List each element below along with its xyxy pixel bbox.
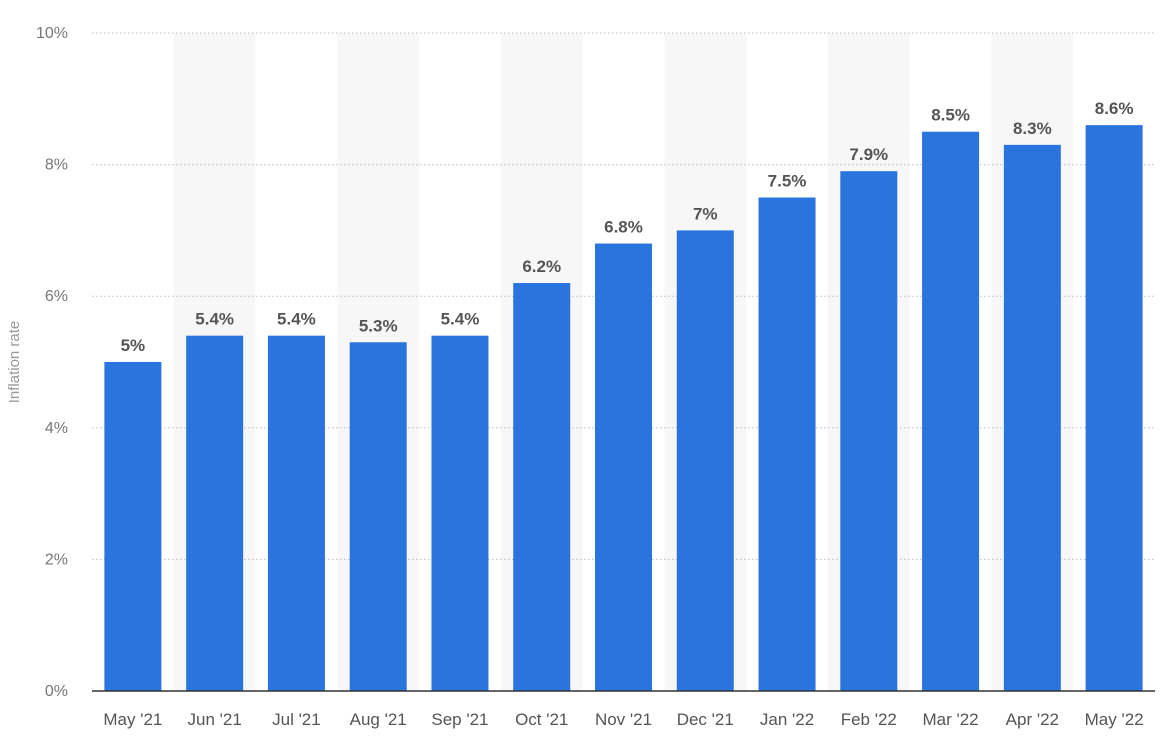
bar-data-label: 5.3% [359,316,398,335]
bar[interactable] [922,131,980,691]
bar-data-label: 5.4% [441,310,480,329]
y-tick-label: 8% [45,157,68,174]
bar[interactable] [513,283,571,691]
bar[interactable] [1085,125,1143,692]
bar-data-label: 8.6% [1095,99,1134,118]
bar-data-label: 7% [693,204,718,223]
x-tick-label: Nov '21 [595,710,652,729]
bar-data-label: 5.4% [277,310,316,329]
bar-data-labels: 5% 5.4% 5.4% 5.3% 5.4% 6.2% 6.8% 7% 7.5% 7.9% 8.5%… [121,99,1134,355]
x-tick-label: Oct '21 [515,710,568,729]
x-tick-label: Jan '22 [760,710,814,729]
y-tick-label: 6% [45,288,68,305]
x-tick-label: Feb '22 [841,710,897,729]
bar[interactable] [186,335,244,691]
x-tick-label: Jun '21 [188,710,242,729]
bar[interactable] [1003,144,1061,692]
bar-data-label: 5% [121,336,146,355]
x-tick-label: May '22 [1085,710,1144,729]
x-tick-label: Jul '21 [272,710,321,729]
bar-data-label: 8.3% [1013,119,1052,138]
x-tick-label: Dec '21 [677,710,734,729]
y-axis-ticks: 0% 2% 4% 6% 8% 10% [36,25,68,700]
bar[interactable] [676,230,734,691]
bar-data-label: 5.4% [195,310,234,329]
bar-data-label: 8.5% [931,106,970,125]
x-tick-label: Sep '21 [431,710,488,729]
y-tick-label: 4% [45,420,68,437]
y-tick-label: 0% [45,683,68,700]
y-axis-label: Inflation rate [6,321,23,404]
bar[interactable] [104,362,162,691]
bar[interactable] [595,243,652,691]
bar-series [104,125,1143,692]
y-tick-label: 10% [36,25,68,42]
x-tick-label: Mar '22 [922,710,978,729]
x-axis-ticks: May '21 Jun '21 Jul '21 Aug '21 Sep '21 Oct '… [103,710,1143,729]
x-tick-label: Aug '21 [350,710,407,729]
bar[interactable] [840,171,898,691]
bar-data-label: 6.8% [604,218,643,237]
bar[interactable] [349,342,407,691]
x-tick-label: Apr '22 [1006,710,1059,729]
x-tick-label: May '21 [103,710,162,729]
bar[interactable] [267,335,325,691]
bar[interactable] [431,335,489,691]
y-tick-label: 2% [45,551,68,568]
bar[interactable] [758,197,816,692]
bar-data-label: 7.9% [849,145,888,164]
bar-data-label: 6.2% [522,257,561,276]
bar-data-label: 7.5% [768,172,807,191]
